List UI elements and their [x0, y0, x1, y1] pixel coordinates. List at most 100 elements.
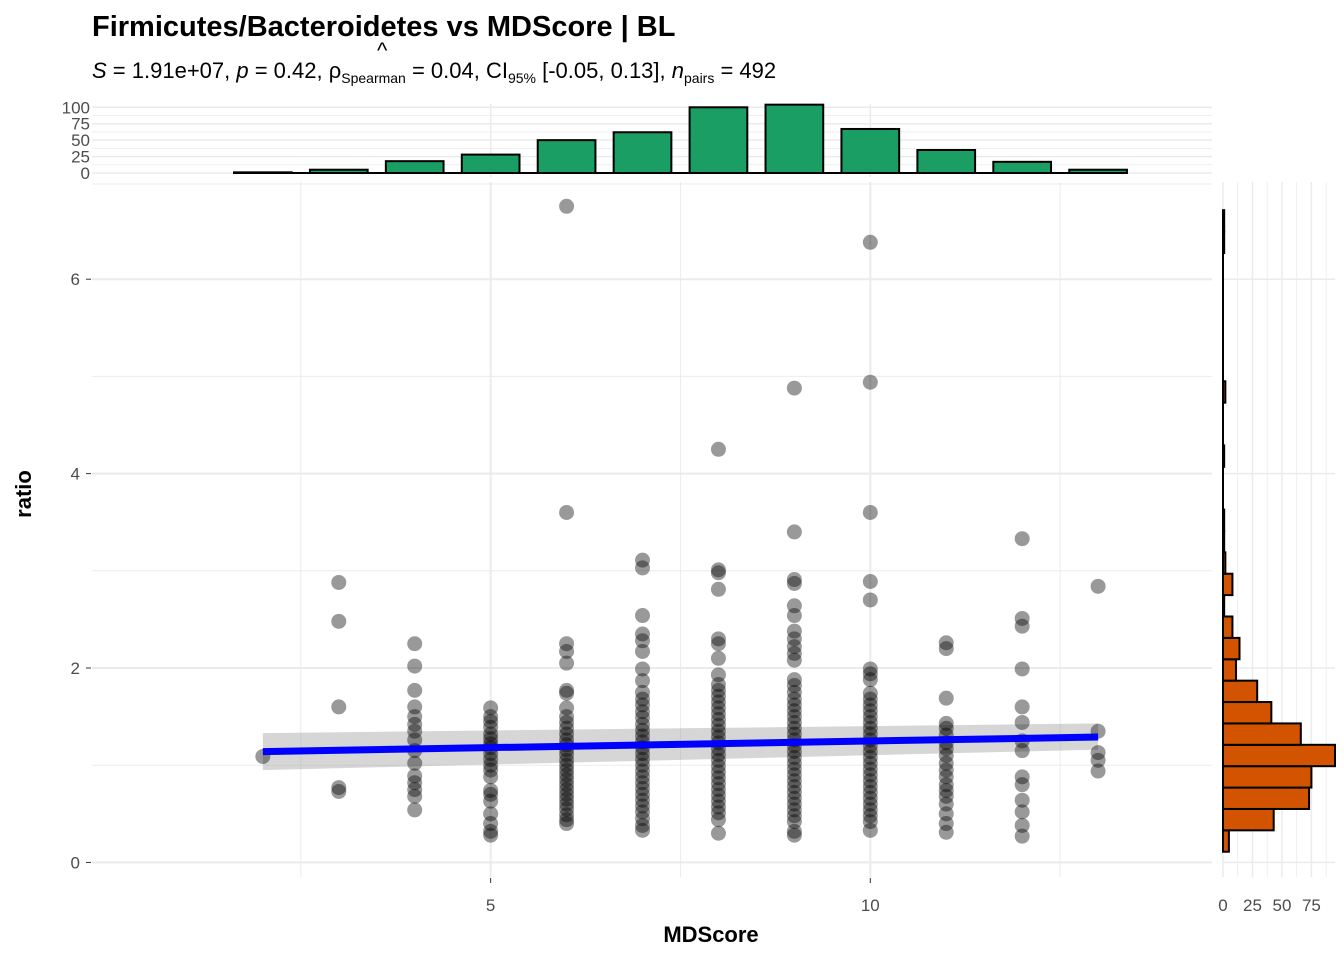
scatter-point — [786, 714, 802, 730]
scatter-point — [862, 234, 878, 250]
scatter-point — [710, 764, 726, 780]
scatter-point — [938, 641, 954, 657]
scatter-point — [635, 746, 651, 762]
scatter-point — [710, 805, 726, 821]
subtitle-p-label: p — [235, 58, 248, 83]
scatter-point — [710, 723, 726, 739]
scatter-point — [1014, 714, 1030, 730]
scatter-point — [407, 636, 423, 652]
right-hist-bar — [1222, 380, 1227, 404]
scatter-point — [483, 751, 499, 767]
top-hist-bar — [688, 106, 749, 174]
top-hist-bar — [308, 168, 369, 174]
scatter-point — [786, 672, 802, 688]
chart-title: Firmicutes/Bacteroidetes vs MDScore | BL — [92, 11, 675, 43]
scatter-point — [938, 690, 954, 706]
scatter-point — [635, 751, 651, 767]
subtitle-n-value: = 492 — [714, 58, 776, 83]
scatter-point — [559, 801, 575, 817]
scatter-point — [635, 560, 651, 576]
scatter-point — [862, 374, 878, 390]
scatter-point — [862, 697, 878, 713]
scatter-point — [635, 769, 651, 785]
scatter-point — [786, 645, 802, 661]
scatter-point — [938, 782, 954, 798]
x-tick-label: 5 — [486, 896, 495, 915]
scatter-point — [938, 788, 954, 804]
scatter-point — [559, 747, 575, 763]
scatter-point — [938, 816, 954, 832]
scatter-point — [710, 752, 726, 768]
scatter-point — [559, 700, 575, 716]
scatter-point — [786, 703, 802, 719]
scatter-point — [786, 697, 802, 713]
scatter-point — [483, 782, 499, 798]
scatter-point — [786, 524, 802, 540]
scatter-point — [710, 706, 726, 722]
scatter-point — [559, 198, 575, 214]
subtitle-n-label: n — [672, 58, 684, 83]
scatter-point — [786, 623, 802, 639]
scatter-point — [407, 788, 423, 804]
top-hist-y-tick-label: 100 — [62, 98, 90, 117]
scatter-point — [1090, 763, 1106, 779]
y-tick-label: 0 — [71, 853, 80, 872]
scatter-point — [635, 722, 651, 738]
scatter-point — [862, 504, 878, 520]
scatter-point — [710, 688, 726, 704]
subtitle-rho-hat: ^ — [377, 38, 388, 63]
scatter-point — [635, 608, 651, 624]
subtitle-ci-value: [-0.05, 0.13], — [536, 58, 672, 83]
scatter-point — [786, 784, 802, 800]
main-gridlines — [92, 182, 1212, 877]
scatter-point — [559, 752, 575, 768]
scatter-point — [862, 672, 878, 688]
scatter-point — [786, 802, 802, 818]
scatter-point — [331, 574, 347, 590]
scatter-point — [407, 775, 423, 791]
scatter-point — [635, 728, 651, 744]
scatter-point — [786, 720, 802, 736]
right-hist-bar — [1222, 230, 1226, 254]
scatter-point — [862, 761, 878, 777]
scatter-point — [635, 643, 651, 659]
scatter-point — [635, 757, 651, 773]
scatter-point — [786, 608, 802, 624]
scatter-point — [786, 755, 802, 771]
scatter-point — [407, 782, 423, 798]
scatter-point — [938, 762, 954, 778]
scatter-point — [483, 827, 499, 843]
scatter-point — [786, 814, 802, 830]
right-hist-x-tick-label: 0 — [1218, 896, 1227, 915]
scatter-point — [938, 806, 954, 822]
subtitle-rho-symbol: ρ — [329, 58, 342, 83]
scatter-point — [710, 650, 726, 666]
scatter-point — [635, 775, 651, 791]
scatter-point — [1014, 661, 1030, 677]
scatter-point — [710, 787, 726, 803]
scatter-point — [1014, 743, 1030, 759]
scatter-point — [710, 562, 726, 578]
right-hist-bar — [1222, 572, 1234, 597]
subtitle-n-sub: pairs — [684, 70, 714, 86]
top-hist-y-tick-label: 75 — [71, 115, 90, 134]
right-hist-bar — [1222, 508, 1226, 532]
scatter-point — [483, 700, 499, 716]
scatter-point — [938, 777, 954, 793]
y-tick-label: 6 — [71, 270, 80, 289]
top-hist-bar — [764, 103, 825, 174]
scatter-point — [862, 790, 878, 806]
scatter-point — [559, 757, 575, 773]
right-hist-bar — [1222, 765, 1313, 789]
scatter-point — [786, 827, 802, 843]
scatter-point — [862, 784, 878, 800]
top-hist-bar — [1068, 168, 1128, 174]
scatter-point — [635, 811, 651, 827]
scatter-point — [559, 807, 575, 823]
scatter-point — [559, 762, 575, 778]
scatter-point — [710, 717, 726, 733]
right-hist-bar — [1222, 743, 1336, 768]
scatter-point — [559, 636, 575, 652]
scatter-point — [559, 782, 575, 798]
scatter-point — [559, 709, 575, 725]
